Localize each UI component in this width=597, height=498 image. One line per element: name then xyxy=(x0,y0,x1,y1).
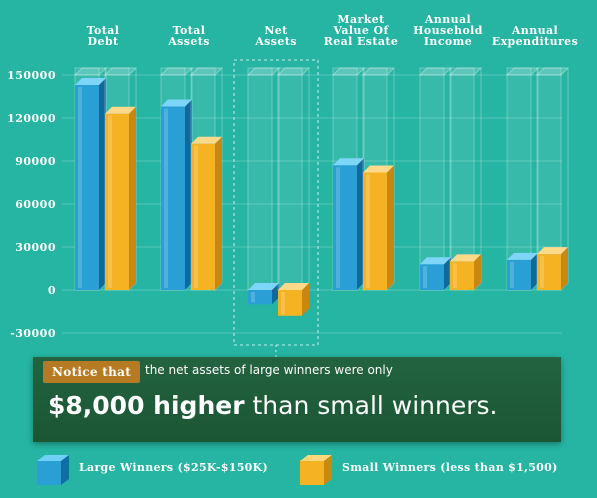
bar-large-net-assets-top xyxy=(248,283,279,290)
category-label-annual-household-income: Household xyxy=(413,24,483,37)
bar-small-annual-household-income-side xyxy=(474,254,481,290)
bar-large-net-assets-shine xyxy=(251,292,255,303)
bar-large-total-assets-top xyxy=(161,99,192,107)
y-tick-label: 60000 xyxy=(15,198,56,211)
category-label-total-debt: Debt xyxy=(88,35,119,48)
category-label-annual-household-income: Income xyxy=(424,35,472,48)
bar-chart: 1500001200009000060000300000-30000TotalD… xyxy=(7,13,578,357)
bar-small-market-value-of-real-estate-top xyxy=(363,165,394,173)
bar-large-net-assets xyxy=(248,290,272,305)
bar-small-market-value-of-real-estate xyxy=(363,172,387,290)
glass-tube xyxy=(247,67,273,291)
bar-large-annual-expenditures-shine xyxy=(510,261,514,288)
bar-small-total-assets-top xyxy=(191,136,222,144)
bar-small-net-assets-shine xyxy=(281,292,285,314)
y-tick-label: 30000 xyxy=(15,241,56,254)
category-label-annual-household-income: Annual xyxy=(424,13,471,26)
glass-tube-top xyxy=(535,67,570,76)
glass-tube-top xyxy=(246,67,281,76)
legend-label-small: Small Winners (less than $1,500) xyxy=(342,461,558,474)
bar-small-annual-household-income-top xyxy=(450,254,481,262)
category-label-total-debt: Total xyxy=(87,24,120,37)
bar-large-net-assets-side xyxy=(272,283,279,305)
bar-large-market-value-of-real-estate xyxy=(333,165,357,290)
category-label-total-assets: Total xyxy=(173,24,206,37)
bar-small-annual-household-income-shine xyxy=(453,263,457,288)
glass-tube xyxy=(277,67,303,291)
yellow-cube-icon xyxy=(300,455,332,485)
legend-label-large: Large Winners ($25K-$150K) xyxy=(79,461,268,474)
bar-large-total-assets-side xyxy=(185,99,192,291)
bar-small-total-debt-top xyxy=(105,106,136,114)
bar-large-total-debt-side xyxy=(99,78,106,291)
bar-large-total-debt-top xyxy=(75,78,106,86)
legend: Large Winners ($25K-$150K) Small Winners… xyxy=(0,448,597,488)
category-label-market-value-of-real-estate: Value Of xyxy=(332,24,389,37)
bar-small-net-assets-top xyxy=(278,283,309,290)
bar-large-annual-expenditures xyxy=(507,259,531,290)
glass-tube-top xyxy=(448,67,483,76)
category-label-market-value-of-real-estate: Real Estate xyxy=(324,35,399,48)
bar-small-annual-expenditures-side xyxy=(561,247,568,290)
bar-large-total-debt xyxy=(75,85,99,291)
y-tick-label: 150000 xyxy=(7,69,56,82)
bar-large-annual-household-income-top xyxy=(420,257,451,265)
y-tick-label: 0 xyxy=(48,284,56,297)
glass-tube-top xyxy=(418,67,453,76)
bar-small-market-value-of-real-estate-shine xyxy=(366,174,370,288)
y-tick-label: 120000 xyxy=(7,112,56,125)
category-label-net-assets: Net xyxy=(264,24,288,37)
bar-small-total-debt-shine xyxy=(108,115,112,288)
blue-cube-icon xyxy=(37,455,69,485)
bar-large-market-value-of-real-estate-top xyxy=(333,158,364,166)
callout-headline: $8,000 higher than small winners. xyxy=(48,391,498,420)
glass-tube-top xyxy=(103,67,138,76)
bar-small-market-value-of-real-estate-side xyxy=(387,165,394,290)
bar-small-annual-household-income xyxy=(450,261,474,290)
bar-small-total-debt-side xyxy=(129,106,136,290)
callout-headline-bold: $8,000 higher xyxy=(48,391,245,420)
glass-tube-top xyxy=(159,67,194,76)
bar-large-total-assets-shine xyxy=(164,108,168,289)
bar-large-annual-expenditures-top xyxy=(507,252,538,260)
bar-small-annual-expenditures-top xyxy=(537,247,568,255)
bar-large-annual-household-income xyxy=(420,264,444,290)
category-label-total-assets: Assets xyxy=(167,35,210,48)
bar-small-annual-expenditures xyxy=(537,254,561,290)
glass-tube-top xyxy=(331,67,366,76)
bar-small-total-assets xyxy=(191,143,215,290)
glass-tube-top xyxy=(73,67,108,76)
bar-small-net-assets-side xyxy=(302,283,309,316)
glass-tube-top xyxy=(276,67,311,76)
bar-small-total-assets-side xyxy=(215,136,222,290)
y-tick-label: -30000 xyxy=(10,327,56,340)
bar-large-market-value-of-real-estate-shine xyxy=(336,167,340,288)
bar-large-annual-household-income-side xyxy=(444,257,451,290)
glass-tube-top xyxy=(189,67,224,76)
y-tick-label: 90000 xyxy=(15,155,56,168)
bar-large-total-assets xyxy=(161,106,185,291)
callout-text: the net assets of large winners were onl… xyxy=(145,363,393,377)
bar-small-total-debt xyxy=(105,113,129,290)
callout-headline-rest: than small winners. xyxy=(252,391,498,420)
callout-box: Notice that the net assets of large winn… xyxy=(33,357,561,442)
bar-small-annual-expenditures-shine xyxy=(540,256,544,288)
category-label-market-value-of-real-estate: Market xyxy=(337,13,385,26)
category-label-annual-expenditures: Expenditures xyxy=(492,35,578,48)
bar-large-market-value-of-real-estate-side xyxy=(357,158,364,290)
glass-tube xyxy=(419,67,445,291)
category-label-net-assets: Assets xyxy=(254,35,297,48)
bar-small-total-assets-shine xyxy=(194,145,198,288)
callout-tag: Notice that xyxy=(43,361,141,383)
bar-small-net-assets xyxy=(278,290,302,316)
bar-large-total-debt-shine xyxy=(78,87,82,289)
glass-tube-top xyxy=(505,67,540,76)
bar-large-annual-household-income-shine xyxy=(423,266,427,288)
bar-large-annual-expenditures-side xyxy=(531,252,538,290)
glass-tube-top xyxy=(361,67,396,76)
category-label-annual-expenditures: Annual xyxy=(511,24,558,37)
